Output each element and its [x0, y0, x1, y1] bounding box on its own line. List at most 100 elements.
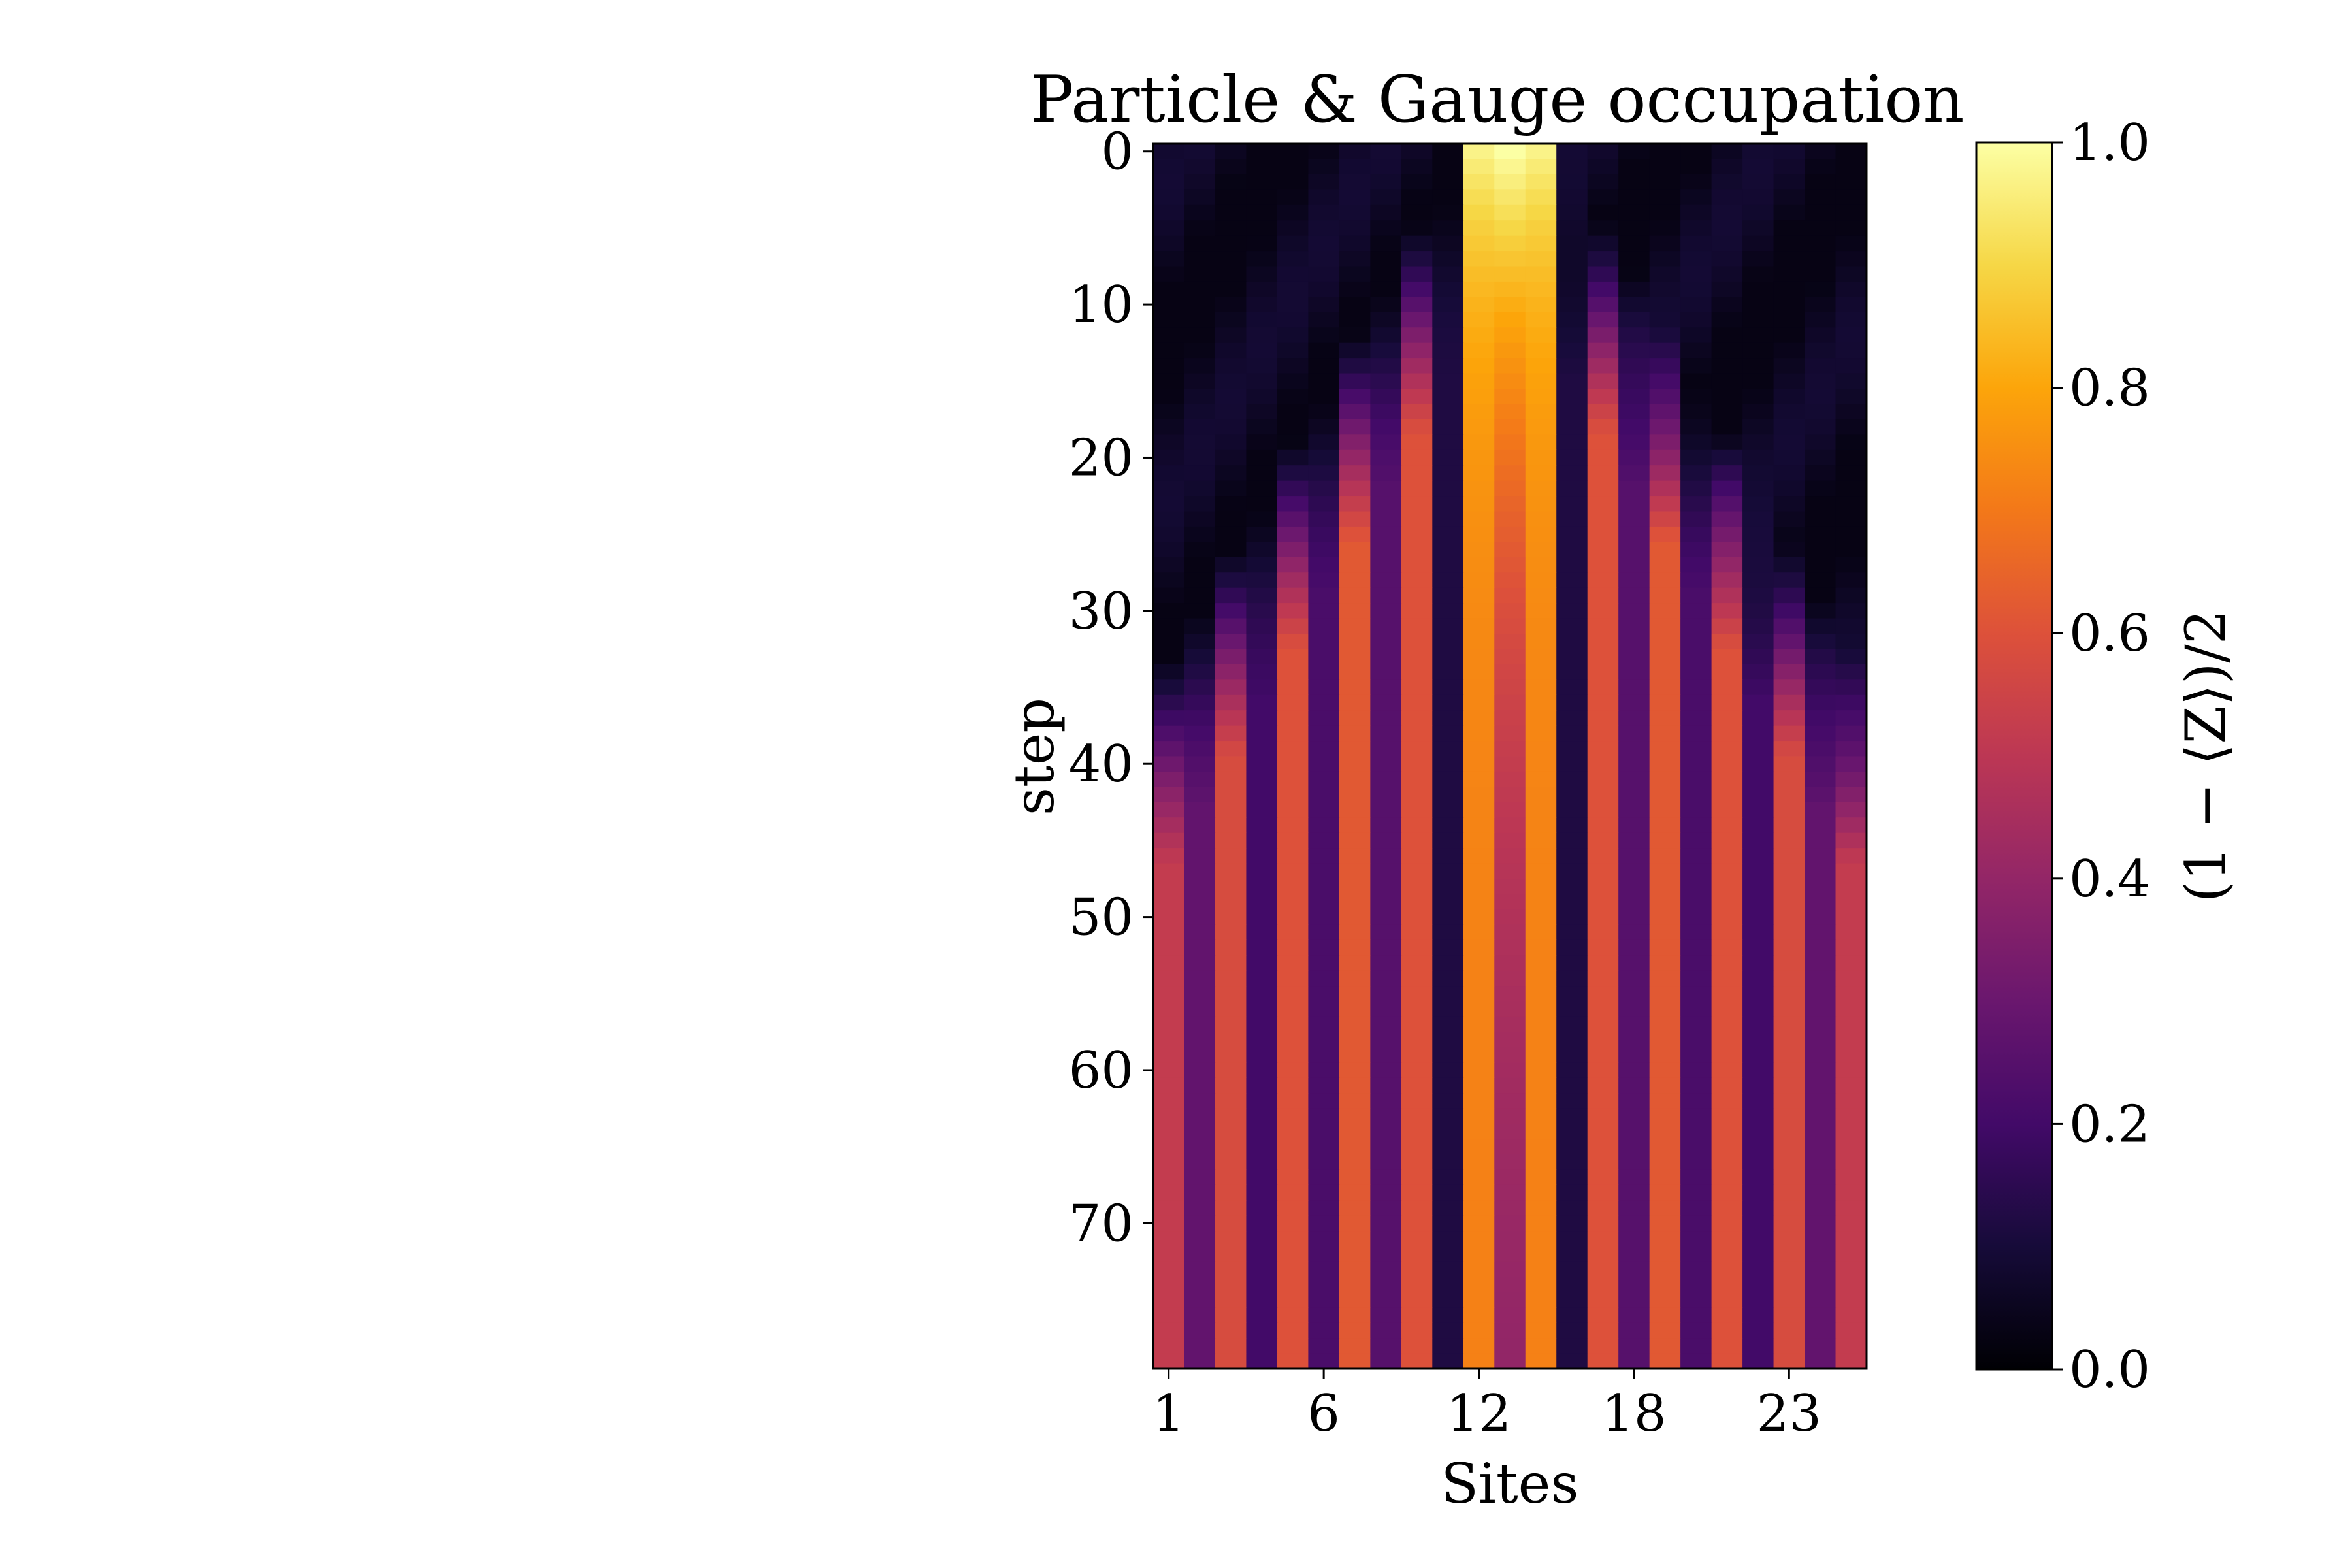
heatmap-cell [1463, 603, 1495, 619]
heatmap-cell [1805, 1292, 1837, 1308]
heatmap-cell [1308, 771, 1340, 787]
heatmap-cell [1711, 894, 1743, 910]
heatmap-cell [1463, 1154, 1495, 1170]
heatmap-cell [1308, 1277, 1340, 1293]
heatmap-cell [1184, 266, 1216, 282]
heatmap-cell [1711, 1093, 1743, 1109]
heatmap-cell [1805, 1231, 1837, 1247]
heatmap-cell [1773, 1322, 1805, 1339]
heatmap-cell [1711, 189, 1743, 206]
heatmap-cell [1649, 664, 1681, 680]
heatmap-cell [1277, 174, 1309, 190]
heatmap-cell [1680, 1077, 1712, 1094]
heatmap-cell [1835, 1124, 1867, 1140]
heatmap-cell [1835, 725, 1867, 742]
heatmap-cell [1556, 664, 1588, 680]
heatmap-cell [1153, 496, 1185, 512]
heatmap-cell [1153, 204, 1185, 221]
heatmap-cell [1401, 511, 1433, 527]
heatmap-cell [1184, 787, 1216, 803]
heatmap-cell [1308, 404, 1340, 420]
heatmap-grid [1153, 144, 1867, 1369]
heatmap-cell [1525, 1139, 1557, 1155]
heatmap-cell [1525, 281, 1557, 297]
plot-frame [1152, 142, 1868, 1370]
heatmap-cell [1246, 1215, 1278, 1232]
heatmap-cell [1370, 1154, 1402, 1170]
heatmap-cell [1184, 373, 1216, 389]
heatmap-cell [1277, 1108, 1309, 1124]
heatmap-cell [1401, 404, 1433, 420]
heatmap-cell [1525, 649, 1557, 665]
heatmap-cell [1711, 1200, 1743, 1217]
heatmap-cell [1680, 970, 1712, 987]
heatmap-cell [1401, 924, 1433, 941]
heatmap-cell [1835, 909, 1867, 925]
heatmap-cell [1649, 327, 1681, 344]
heatmap-cell [1339, 618, 1371, 634]
heatmap-cell [1432, 297, 1464, 313]
heatmap-cell [1401, 159, 1433, 175]
heatmap-cell [1587, 204, 1619, 221]
heatmap-cell [1370, 1169, 1402, 1186]
heatmap-cell [1308, 1001, 1340, 1017]
heatmap-cell [1525, 664, 1557, 680]
heatmap-cell [1773, 970, 1805, 987]
heatmap-cell [1308, 373, 1340, 389]
heatmap-cell [1246, 909, 1278, 925]
heatmap-cell [1556, 1093, 1588, 1109]
heatmap-cell [1401, 694, 1433, 711]
heatmap-cell [1773, 342, 1805, 359]
heatmap-cell [1805, 955, 1837, 972]
heatmap-cell [1556, 725, 1588, 742]
heatmap-cell [1184, 1124, 1216, 1140]
heatmap-cell [1215, 587, 1247, 604]
heatmap-cell [1432, 204, 1464, 221]
heatmap-cell [1184, 251, 1216, 267]
heatmap-cell [1401, 1184, 1433, 1201]
heatmap-cell [1618, 1077, 1650, 1094]
heatmap-cell [1835, 1322, 1867, 1339]
heatmap-cell [1153, 419, 1185, 435]
heatmap-cell [1308, 144, 1340, 160]
heatmap-cell [1184, 618, 1216, 634]
heatmap-cell [1711, 879, 1743, 895]
heatmap-cell [1277, 189, 1309, 206]
heatmap-cell [1401, 312, 1433, 328]
heatmap-cell [1835, 649, 1867, 665]
heatmap-cell [1525, 1169, 1557, 1186]
heatmap-cell [1277, 1231, 1309, 1247]
heatmap-cell [1277, 725, 1309, 742]
heatmap-cell [1153, 1353, 1185, 1369]
heatmap-cell [1649, 220, 1681, 237]
heatmap-cell [1773, 1184, 1805, 1201]
heatmap-cell [1153, 618, 1185, 634]
y-tick-label: 60 [1069, 1041, 1134, 1100]
heatmap-cell [1215, 1108, 1247, 1124]
heatmap-cell [1805, 174, 1837, 190]
heatmap-cell [1153, 710, 1185, 727]
heatmap-cell [1370, 1093, 1402, 1109]
heatmap-cell [1153, 694, 1185, 711]
heatmap-cell [1556, 144, 1588, 160]
heatmap-cell [1556, 1047, 1588, 1063]
heatmap-cell [1680, 1292, 1712, 1308]
heatmap-cell [1680, 542, 1712, 558]
heatmap-cell [1835, 1261, 1867, 1277]
heatmap-cell [1742, 986, 1774, 1002]
heatmap-cell [1184, 235, 1216, 252]
heatmap-cell [1308, 1338, 1340, 1354]
heatmap-cell [1525, 465, 1557, 482]
heatmap-cell [1401, 480, 1433, 497]
heatmap-cell [1618, 1246, 1650, 1262]
heatmap-cell [1525, 144, 1557, 160]
heatmap-cell [1525, 235, 1557, 252]
heatmap-cell [1494, 1001, 1526, 1017]
heatmap-cell [1277, 572, 1309, 589]
heatmap-cell [1432, 281, 1464, 297]
heatmap-cell [1184, 679, 1216, 696]
heatmap-cell [1246, 939, 1278, 956]
heatmap-cell [1401, 1154, 1433, 1170]
heatmap-cell [1277, 1032, 1309, 1048]
heatmap-cell [1184, 1184, 1216, 1201]
